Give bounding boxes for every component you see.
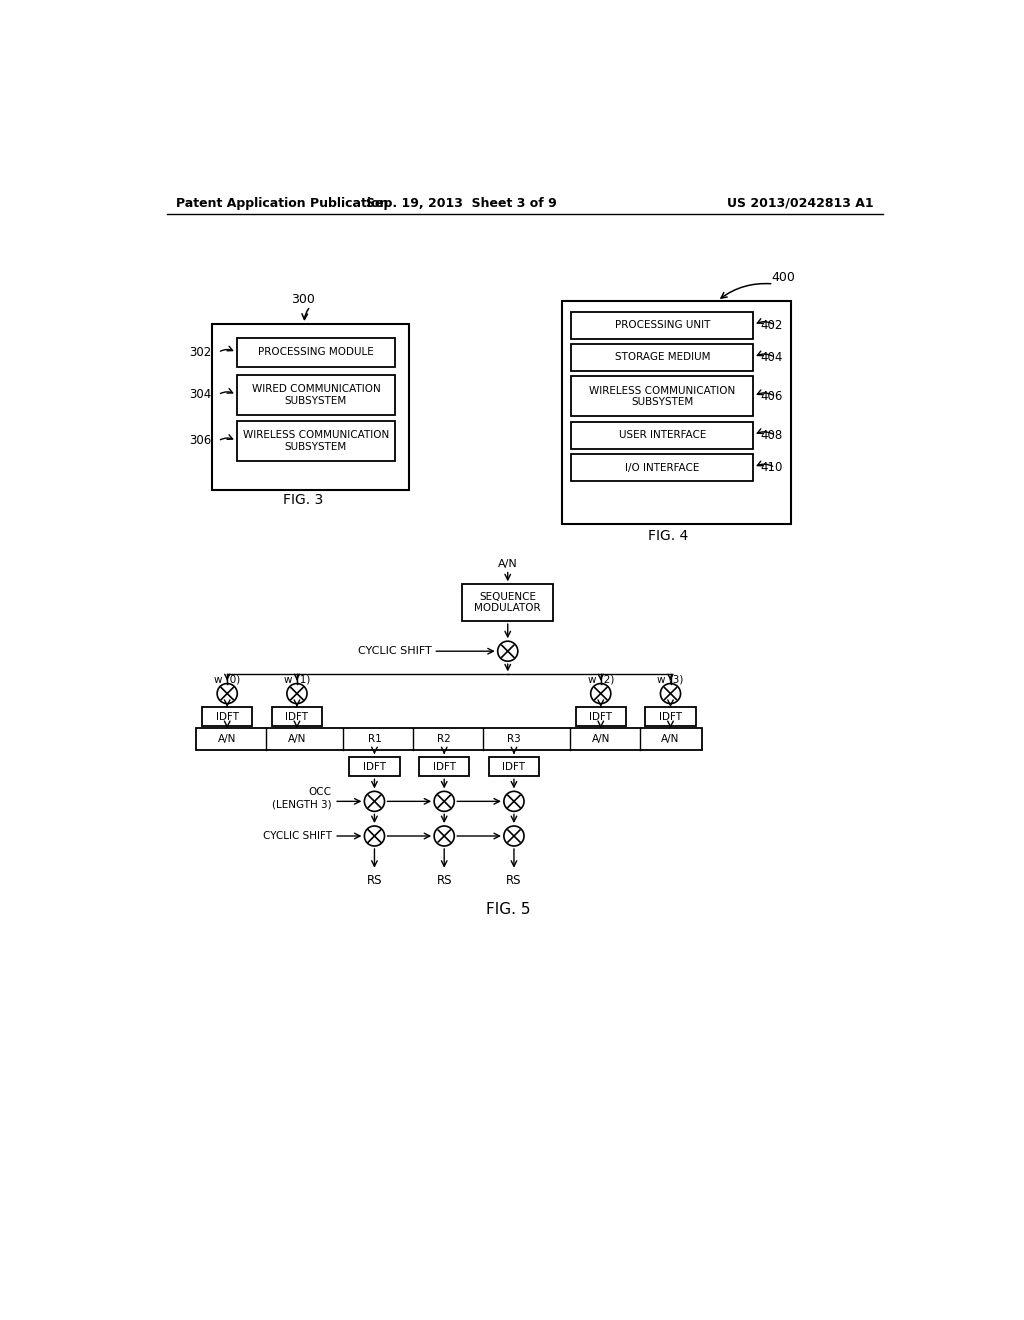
Text: PROCESSING UNIT: PROCESSING UNIT <box>614 321 710 330</box>
Bar <box>488 758 540 776</box>
Bar <box>571 376 754 416</box>
Text: 404: 404 <box>761 351 783 364</box>
Bar <box>197 729 701 750</box>
Text: A/N: A/N <box>662 734 680 744</box>
Circle shape <box>498 642 518 661</box>
Text: R1: R1 <box>368 734 381 744</box>
Circle shape <box>434 826 455 846</box>
Text: IDFT: IDFT <box>216 711 239 722</box>
Text: 300: 300 <box>291 293 314 306</box>
Text: CYCLIC SHIFT: CYCLIC SHIFT <box>358 647 432 656</box>
Text: WIRELESS COMMUNICATION
SUBSYSTEM: WIRELESS COMMUNICATION SUBSYSTEM <box>589 385 735 407</box>
Text: RS: RS <box>367 874 382 887</box>
Text: IDFT: IDFT <box>286 711 308 722</box>
Text: CYCLIC SHIFT: CYCLIC SHIFT <box>263 832 332 841</box>
Text: 306: 306 <box>189 434 212 447</box>
Text: IDFT: IDFT <box>503 762 525 772</box>
Text: OCC: OCC <box>309 787 332 797</box>
Bar <box>202 708 252 726</box>
Text: 410: 410 <box>761 461 783 474</box>
Circle shape <box>504 792 524 812</box>
Bar <box>462 585 554 622</box>
Bar <box>571 312 754 339</box>
Bar <box>575 708 626 726</box>
Circle shape <box>287 684 307 704</box>
Bar <box>571 454 754 480</box>
Text: w (3): w (3) <box>657 675 684 685</box>
Bar <box>212 323 410 490</box>
Text: FIG. 4: FIG. 4 <box>648 529 689 543</box>
Text: 304: 304 <box>189 388 212 401</box>
Text: WIRED COMMUNICATION
SUBSYSTEM: WIRED COMMUNICATION SUBSYSTEM <box>252 384 380 405</box>
Text: w (1): w (1) <box>284 675 310 685</box>
Circle shape <box>365 826 385 846</box>
Circle shape <box>217 684 238 704</box>
Text: R3: R3 <box>507 734 521 744</box>
Bar <box>237 375 395 414</box>
Circle shape <box>591 684 611 704</box>
Text: Patent Application Publication: Patent Application Publication <box>176 197 388 210</box>
Text: STORAGE MEDIUM: STORAGE MEDIUM <box>614 352 710 363</box>
Text: IDFT: IDFT <box>589 711 612 722</box>
Text: IDFT: IDFT <box>433 762 456 772</box>
Text: 400: 400 <box>771 271 795 284</box>
Text: A/N: A/N <box>498 560 517 569</box>
Bar <box>271 708 323 726</box>
Text: US 2013/0242813 A1: US 2013/0242813 A1 <box>727 197 873 210</box>
Text: w (2): w (2) <box>588 675 614 685</box>
Text: FIG. 5: FIG. 5 <box>485 902 530 916</box>
Circle shape <box>365 792 385 812</box>
Text: (LENGTH 3): (LENGTH 3) <box>272 800 332 809</box>
Bar <box>237 338 395 367</box>
Text: 402: 402 <box>761 318 783 331</box>
Bar <box>571 422 754 449</box>
Text: RS: RS <box>436 874 452 887</box>
Text: 406: 406 <box>761 389 783 403</box>
Text: I/O INTERFACE: I/O INTERFACE <box>626 462 699 473</box>
Text: SEQUENCE
MODULATOR: SEQUENCE MODULATOR <box>474 591 541 614</box>
Bar <box>349 758 399 776</box>
Text: A/N: A/N <box>218 734 237 744</box>
Bar <box>419 758 469 776</box>
Text: IDFT: IDFT <box>659 711 682 722</box>
Circle shape <box>660 684 681 704</box>
Text: 408: 408 <box>761 429 783 442</box>
Text: PROCESSING MODULE: PROCESSING MODULE <box>258 347 374 358</box>
Circle shape <box>434 792 455 812</box>
Text: A/N: A/N <box>592 734 610 744</box>
Bar <box>237 421 395 461</box>
Text: R2: R2 <box>437 734 452 744</box>
Bar <box>645 708 695 726</box>
Text: IDFT: IDFT <box>362 762 386 772</box>
Text: RS: RS <box>506 874 521 887</box>
Text: FIG. 3: FIG. 3 <box>283 494 323 507</box>
Text: Sep. 19, 2013  Sheet 3 of 9: Sep. 19, 2013 Sheet 3 of 9 <box>366 197 557 210</box>
Text: A/N: A/N <box>288 734 306 744</box>
Circle shape <box>504 826 524 846</box>
Text: WIRELESS COMMUNICATION
SUBSYSTEM: WIRELESS COMMUNICATION SUBSYSTEM <box>243 430 389 451</box>
Bar <box>562 301 791 524</box>
Text: 302: 302 <box>189 346 212 359</box>
Text: w (0): w (0) <box>214 675 241 685</box>
Text: USER INTERFACE: USER INTERFACE <box>618 430 707 440</box>
Bar <box>571 345 754 371</box>
